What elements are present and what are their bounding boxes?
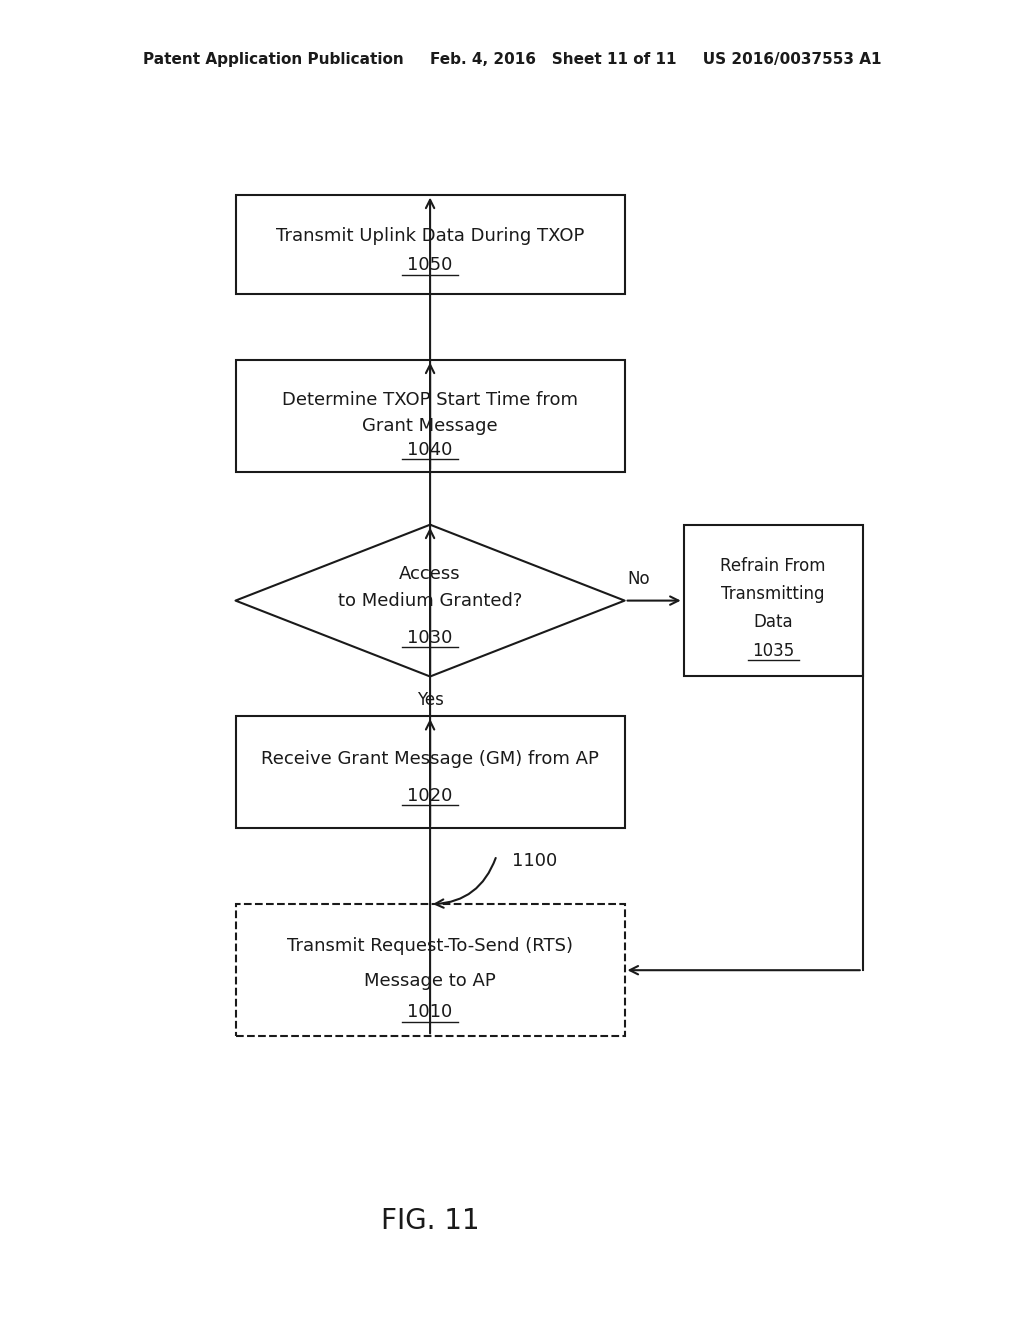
Text: No: No xyxy=(628,570,650,589)
Text: FIG. 11: FIG. 11 xyxy=(381,1206,479,1236)
Text: Message to AP: Message to AP xyxy=(365,972,496,990)
Text: Refrain From: Refrain From xyxy=(720,557,826,576)
Bar xyxy=(236,904,625,1036)
Text: Transmit Request-To-Send (RTS): Transmit Request-To-Send (RTS) xyxy=(287,937,573,956)
Text: Transmit Uplink Data During TXOP: Transmit Uplink Data During TXOP xyxy=(275,227,585,246)
Text: 1050: 1050 xyxy=(408,256,453,275)
Text: Grant Message: Grant Message xyxy=(362,417,498,436)
Text: 1030: 1030 xyxy=(408,628,453,647)
Text: Receive Grant Message (GM) from AP: Receive Grant Message (GM) from AP xyxy=(261,750,599,768)
Text: Yes: Yes xyxy=(417,692,443,709)
Text: 1035: 1035 xyxy=(752,642,795,660)
Text: to Medium Granted?: to Medium Granted? xyxy=(338,591,522,610)
Text: Transmitting: Transmitting xyxy=(721,585,825,603)
Text: Patent Application Publication     Feb. 4, 2016   Sheet 11 of 11     US 2016/003: Patent Application Publication Feb. 4, 2… xyxy=(142,51,882,67)
Bar xyxy=(684,524,862,676)
Text: 1100: 1100 xyxy=(512,851,557,870)
Text: 1010: 1010 xyxy=(408,1003,453,1022)
Text: Access: Access xyxy=(399,565,461,583)
Bar xyxy=(236,715,625,829)
Bar xyxy=(236,359,625,471)
Text: Data: Data xyxy=(754,612,793,631)
Text: 1020: 1020 xyxy=(408,787,453,805)
Bar xyxy=(236,195,625,294)
Text: 1040: 1040 xyxy=(408,441,453,459)
Text: Determine TXOP Start Time from: Determine TXOP Start Time from xyxy=(282,391,579,409)
